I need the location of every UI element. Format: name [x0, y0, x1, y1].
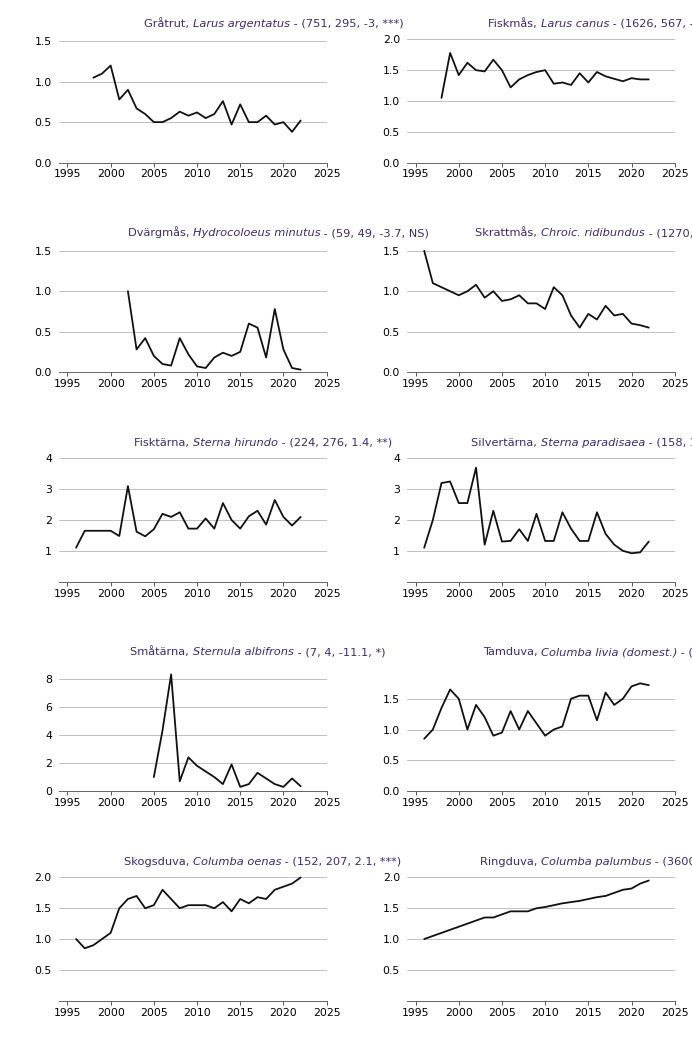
- Text: Gråtrut,: Gråtrut,: [144, 18, 192, 29]
- Text: Skogsduva,: Skogsduva,: [124, 856, 192, 867]
- Text: Dvärgmås,: Dvärgmås,: [127, 226, 192, 238]
- Text: Sterna paradisaea: Sterna paradisaea: [541, 438, 645, 447]
- Text: - (1270, 334, -2.3, ***): - (1270, 334, -2.3, ***): [644, 228, 692, 238]
- Text: Fiskmås,: Fiskmås,: [489, 18, 541, 29]
- Text: - (158, 193, -2.8, ***): - (158, 193, -2.8, ***): [645, 438, 692, 447]
- Text: - (3600, 588, 1.8, ***): - (3600, 588, 1.8, ***): [651, 856, 692, 867]
- Text: Ringduva,: Ringduva,: [480, 856, 541, 867]
- Text: Columba palumbus: Columba palumbus: [541, 856, 651, 867]
- Text: Columba livia (domest.): Columba livia (domest.): [541, 648, 677, 657]
- Text: - (7, 4, -11.1, *): - (7, 4, -11.1, *): [293, 648, 385, 657]
- Text: - (59, 49, -3.7, NS): - (59, 49, -3.7, NS): [320, 228, 429, 238]
- Text: Larus canus: Larus canus: [541, 19, 609, 29]
- Text: Sterna hirundo: Sterna hirundo: [192, 438, 277, 447]
- Text: - (751, 295, -3, ***): - (751, 295, -3, ***): [290, 19, 403, 29]
- Text: Chroic. ridibundus: Chroic. ridibundus: [541, 228, 644, 238]
- Text: Skrattmås,: Skrattmås,: [475, 227, 541, 238]
- Text: - (179, 118, 1, NS): - (179, 118, 1, NS): [677, 648, 692, 657]
- Text: Larus argentatus: Larus argentatus: [192, 19, 290, 29]
- Text: - (152, 207, 2.1, ***): - (152, 207, 2.1, ***): [281, 856, 401, 867]
- Text: Silvertärna,: Silvertärna,: [471, 438, 541, 447]
- Text: Sternula albifrons: Sternula albifrons: [192, 648, 293, 657]
- Text: - (224, 276, 1.4, **): - (224, 276, 1.4, **): [277, 438, 392, 447]
- Text: Tamduva,: Tamduva,: [482, 648, 541, 657]
- Text: - (1626, 567, -0.3, NS): - (1626, 567, -0.3, NS): [609, 19, 692, 29]
- Text: Fisktärna,: Fisktärna,: [134, 438, 192, 447]
- Text: Småtärna,: Småtärna,: [130, 647, 192, 657]
- Text: Hydrocoloeus minutus: Hydrocoloeus minutus: [192, 228, 320, 238]
- Text: Columba oenas: Columba oenas: [192, 856, 281, 867]
